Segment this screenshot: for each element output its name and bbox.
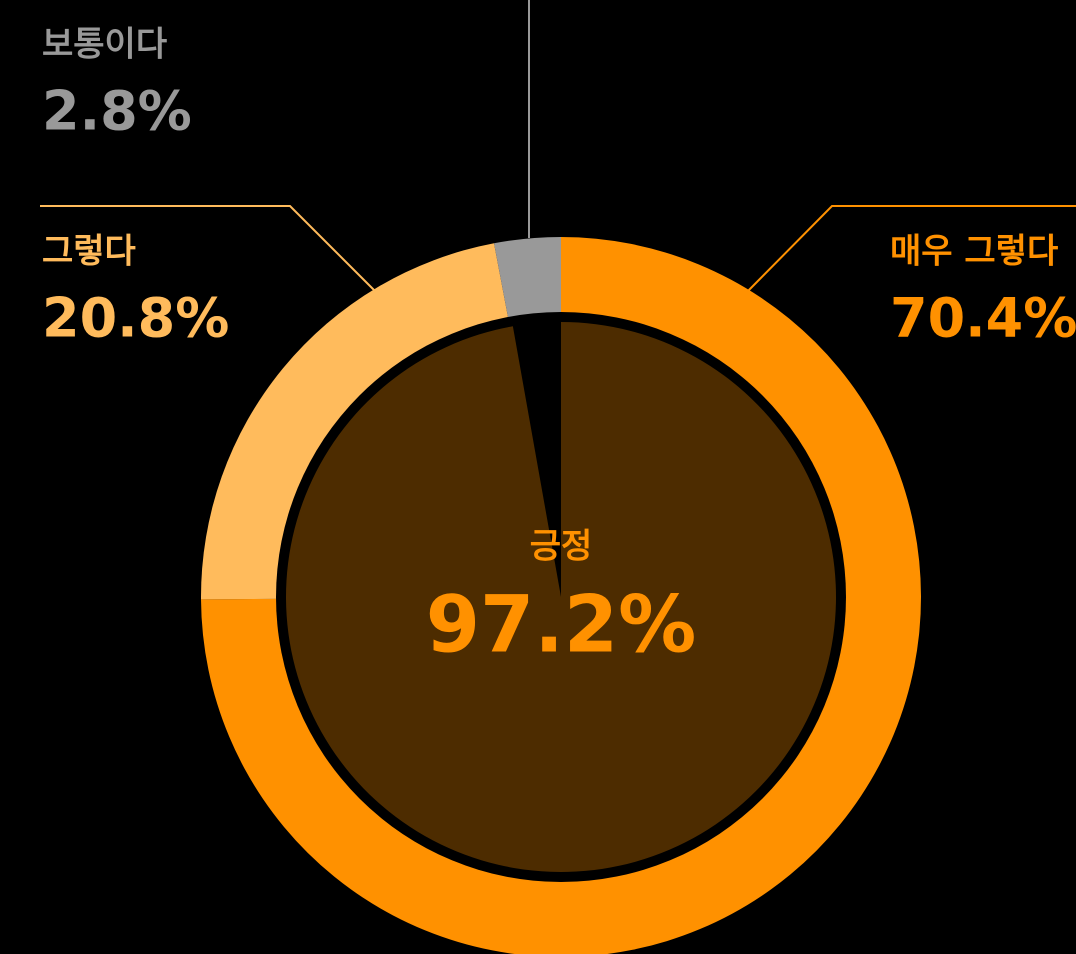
center-value: 97.2% xyxy=(426,580,697,670)
leader-line xyxy=(747,205,1076,292)
leader-line xyxy=(40,205,376,292)
data-label: 20.8% xyxy=(42,287,229,350)
center-sector xyxy=(286,322,837,873)
legend-label: 그렇다 xyxy=(42,232,136,272)
legend-label: 매우 그렇다 xyxy=(890,232,1058,272)
data-label: 2.8% xyxy=(42,80,192,143)
legend-label: 보통이다 xyxy=(42,25,167,65)
center-label: 긍정 xyxy=(530,527,593,567)
data-label: 70.4% xyxy=(890,287,1076,350)
